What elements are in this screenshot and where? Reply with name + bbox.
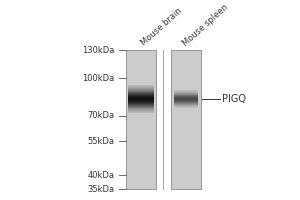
Bar — [128, 98, 154, 99]
Bar — [174, 91, 198, 92]
Bar — [128, 90, 154, 91]
Bar — [174, 100, 198, 101]
Bar — [174, 105, 198, 106]
Text: 35kDa: 35kDa — [87, 185, 114, 194]
Bar — [128, 93, 154, 94]
Bar — [174, 94, 198, 95]
Bar — [128, 111, 154, 112]
Bar — [174, 93, 198, 94]
Bar — [128, 103, 154, 104]
Bar — [174, 97, 198, 98]
Bar — [128, 109, 154, 110]
Bar — [174, 104, 198, 105]
Bar — [128, 101, 154, 102]
Bar — [128, 108, 154, 109]
Text: Mouse brain: Mouse brain — [140, 6, 184, 48]
Bar — [128, 87, 154, 88]
Text: 100kDa: 100kDa — [82, 74, 114, 83]
Bar — [128, 100, 154, 101]
Bar — [128, 101, 154, 102]
Bar — [128, 110, 154, 111]
Bar — [128, 86, 154, 87]
Bar — [174, 107, 198, 108]
Bar — [174, 98, 198, 99]
Bar — [128, 89, 154, 90]
Text: 55kDa: 55kDa — [87, 137, 114, 146]
Text: PIGQ: PIGQ — [222, 94, 246, 104]
Bar — [128, 102, 154, 103]
Bar — [126, 50, 156, 189]
Bar — [128, 106, 154, 107]
Bar — [128, 92, 154, 93]
Text: 70kDa: 70kDa — [87, 111, 114, 120]
Bar — [171, 50, 201, 189]
Bar — [128, 111, 154, 112]
Bar — [174, 106, 198, 107]
Bar — [128, 104, 154, 105]
Bar — [128, 95, 154, 96]
Bar — [174, 95, 198, 96]
Bar — [128, 85, 154, 86]
Bar — [174, 101, 198, 102]
Bar — [128, 88, 154, 89]
Bar — [174, 99, 198, 100]
Bar — [128, 85, 154, 86]
Bar — [174, 101, 198, 102]
Bar — [128, 106, 154, 107]
Bar — [174, 99, 198, 100]
Bar — [174, 94, 198, 95]
Bar — [174, 96, 198, 97]
Bar — [128, 105, 154, 106]
Bar — [128, 94, 154, 95]
Bar — [128, 107, 154, 108]
Bar — [174, 102, 198, 103]
Bar — [128, 99, 154, 100]
Bar — [174, 97, 198, 98]
Text: Mouse spleen: Mouse spleen — [182, 2, 230, 48]
Bar — [128, 100, 154, 101]
Text: 40kDa: 40kDa — [87, 171, 114, 180]
Bar — [128, 110, 154, 111]
Bar — [128, 91, 154, 92]
Bar — [128, 105, 154, 106]
Bar — [128, 112, 154, 113]
Bar — [174, 103, 198, 104]
Bar — [174, 92, 198, 93]
Bar — [174, 90, 198, 91]
Bar — [128, 95, 154, 96]
Bar — [174, 104, 198, 105]
Bar — [128, 97, 154, 98]
Text: 130kDa: 130kDa — [82, 46, 114, 55]
Bar — [128, 96, 154, 97]
Bar — [174, 106, 198, 107]
Bar — [174, 92, 198, 93]
Bar — [128, 90, 154, 91]
